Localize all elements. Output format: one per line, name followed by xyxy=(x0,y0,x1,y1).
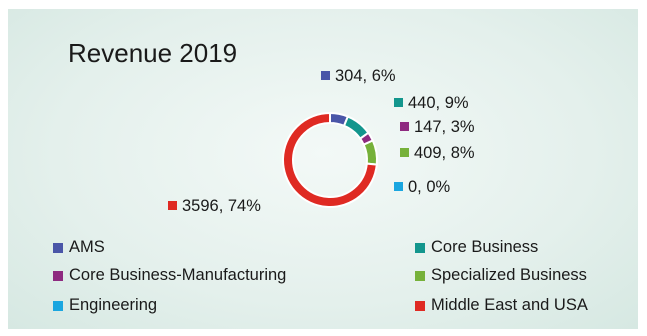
legend-label: Specialized Business xyxy=(431,266,587,284)
legend-swatch xyxy=(415,242,425,253)
legend-label: Engineering xyxy=(69,296,158,314)
legend-item-ams: AMS xyxy=(53,238,105,257)
data-label-specialized-business: 409, 8% xyxy=(414,144,475,162)
data-label-marker-engineering xyxy=(394,182,403,191)
data-label-ams: 304, 6% xyxy=(335,67,396,85)
legend-label: Core Business-Manufacturing xyxy=(69,266,287,284)
legend-label: AMS xyxy=(69,238,105,256)
legend-swatch xyxy=(415,300,425,311)
data-label-marker-specialized-business xyxy=(400,148,409,157)
legend-swatch xyxy=(53,300,63,311)
legend-item-engineering: Engineering xyxy=(53,296,157,315)
slice-middle-east-and-usa xyxy=(282,111,378,208)
legend-item-core-business: Core Business xyxy=(415,238,538,257)
data-label-marker-ams xyxy=(321,71,330,80)
legend-item-specialized-business: Specialized Business xyxy=(415,266,587,285)
legend-swatch xyxy=(53,270,63,281)
chart-title: Revenue 2019 xyxy=(68,38,238,68)
donut-chart: 304, 6% 440, 9% 147, 3% 409, 8% 0, 0% 3596, 7… xyxy=(168,67,475,215)
legend-item-middle-east-and-usa: Middle East and USA xyxy=(415,296,588,315)
legend-item-core-business-manufacturing: Core Business-Manufacturing xyxy=(53,266,286,285)
data-label-marker-middle-east-and-usa xyxy=(168,201,177,210)
chart-area: Revenue 2019 304, 6% 440, 9% 147, 3% 409, 8… xyxy=(8,9,638,329)
data-label-engineering: 0, 0% xyxy=(408,178,451,196)
legend-swatch xyxy=(415,270,425,281)
data-label-core-business: 440, 9% xyxy=(408,94,469,112)
legend-swatch xyxy=(53,242,63,253)
data-label-core-business-manufacturing: 147, 3% xyxy=(414,118,475,136)
data-label-marker-core-business-manufacturing xyxy=(400,122,409,131)
legend-label: Middle East and USA xyxy=(431,296,588,314)
data-label-marker-core-business xyxy=(394,98,403,107)
data-label-middle-east-and-usa: 3596, 74% xyxy=(182,197,261,215)
legend-label: Core Business xyxy=(431,238,539,256)
legend: AMS Core Business Core Business-Manufactur… xyxy=(8,9,638,329)
